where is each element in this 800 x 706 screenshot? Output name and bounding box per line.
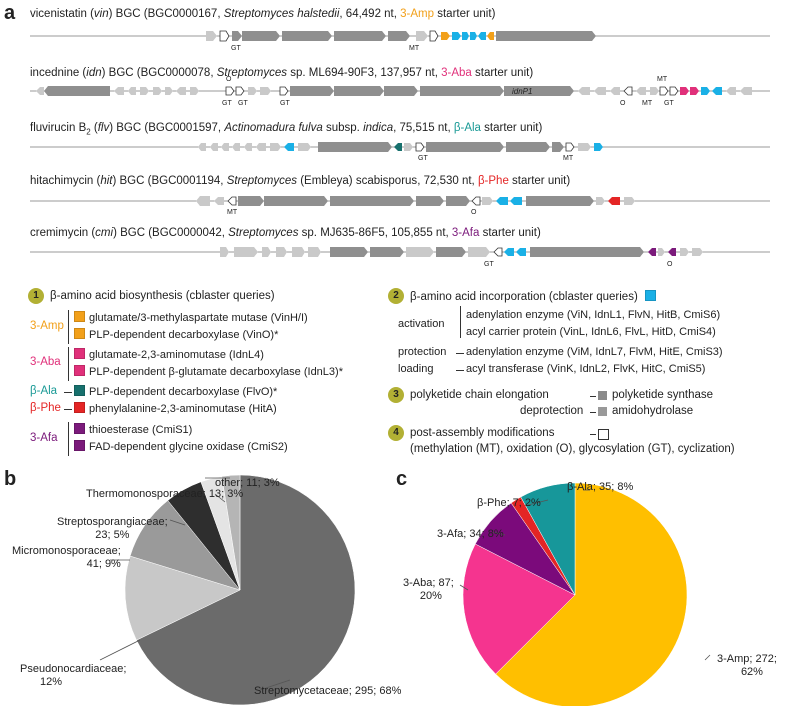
legend1-starter-bala: β-Ala bbox=[30, 385, 58, 397]
pie-c-label-3afa: 3-Afa; 34; 8% bbox=[437, 528, 504, 540]
track-vin: GT MT bbox=[30, 30, 770, 52]
legend1-item-vino: PLP-dependent decarboxylase (VinO)* bbox=[74, 328, 278, 342]
legend2-row-protection: adenylation enzyme (ViM, IdnL7, FlvM, Hi… bbox=[466, 346, 723, 358]
legend2-dash-protection bbox=[456, 353, 464, 354]
legend1-dash-bala bbox=[64, 392, 72, 393]
legend3-row2-left: deprotection bbox=[520, 405, 584, 417]
pie-leader-line bbox=[99, 639, 141, 661]
legend3-row1-right: polyketide synthase bbox=[612, 389, 714, 401]
pie-c-label-bphe: β-Phe; 7; 2% bbox=[477, 497, 541, 509]
svg-text:MT: MT bbox=[227, 209, 238, 216]
legend3-row2-right: amidohydrolase bbox=[612, 405, 694, 417]
svg-text:MT: MT bbox=[409, 45, 420, 52]
pie-leader-line bbox=[169, 519, 186, 526]
svg-text:MT: MT bbox=[563, 155, 574, 162]
pie-b-label-pseudo: Pseudonocardiaceae; 12% bbox=[20, 663, 127, 688]
cluster-title-hit: hitachimycin (hit) BGC (BGC0001194, Stre… bbox=[30, 175, 571, 187]
legend4-subtitle: (methylation (MT), oxidation (O), glycos… bbox=[410, 443, 735, 455]
svg-text:GT: GT bbox=[238, 100, 248, 107]
track-flv: GT MT bbox=[30, 142, 770, 162]
pie-b-label-strepto: Streptomycetaceae; 295; 68% bbox=[254, 685, 402, 697]
svg-text:GT: GT bbox=[418, 155, 428, 162]
pie-c-label-3amp: 3-Amp; 272; 62% bbox=[717, 653, 777, 678]
legend1-item-idnl4: glutamate-2,3-aminomutase (IdnL4) bbox=[74, 348, 264, 362]
legend3-number: 3 bbox=[388, 387, 404, 403]
legend2-stage-loading: loading bbox=[398, 363, 434, 375]
legend3-row1-left: polyketide chain elongation bbox=[410, 389, 549, 401]
legend2-stage-activation: activation bbox=[398, 318, 445, 330]
pie-slice-streptomycetaceae bbox=[136, 474, 356, 706]
legend2-row-loading: acyl transferase (VinK, IdnL2, FlvK, Hit… bbox=[466, 363, 706, 375]
legend2-dash-loading bbox=[456, 370, 464, 371]
pie-b-label-streptospor: Streptosporangiaceae; 23; 5% bbox=[57, 516, 168, 541]
cluster-title-flv: fluvirucin B2 (flv) BGC (BGC0001597, Act… bbox=[30, 122, 543, 137]
legend1-item-vinhi: glutamate/3-methylaspartate mutase (VinH… bbox=[74, 311, 308, 325]
legend1-item-idnl3: PLP-dependent β-glutamate decarboxylase … bbox=[74, 365, 343, 379]
legend2-title: β-amino acid incorporation (cblaster que… bbox=[410, 290, 660, 304]
legend2-number: 2 bbox=[388, 288, 404, 304]
legend3-dash1 bbox=[590, 396, 596, 397]
pie-c-label-3aba: 3-Aba; 87; 20% bbox=[403, 577, 454, 602]
svg-text:MT: MT bbox=[642, 100, 653, 107]
svg-text:GT: GT bbox=[222, 100, 232, 107]
legend2-stage-protection: protection bbox=[398, 346, 447, 358]
svg-text:GT: GT bbox=[280, 100, 290, 107]
pie-leader-line bbox=[704, 654, 711, 661]
legend1-item-cmis1: thioesterase (CmiS1) bbox=[74, 423, 192, 437]
pie-b-label-micromono: Micromonosporaceae; 41; 9% bbox=[12, 545, 121, 570]
svg-text:GT: GT bbox=[484, 261, 494, 268]
pie-slice-3-aba bbox=[462, 543, 576, 675]
legend1-starter-3amp: 3-Amp bbox=[30, 320, 64, 332]
pie-b-label-thermo: Thermomonosporaceae; 13; 3% bbox=[86, 488, 244, 500]
legend1-dash-bphe bbox=[64, 409, 72, 410]
pie-slice-3-amp bbox=[495, 482, 688, 706]
svg-text:O: O bbox=[620, 100, 626, 107]
pie-c-label-bala: β-Ala; 35; 8% bbox=[567, 481, 634, 493]
legend1-starter-3aba: 3-Aba bbox=[30, 356, 61, 368]
svg-text:MT: MT bbox=[657, 76, 668, 83]
legend1-bracket-3afa bbox=[68, 422, 69, 456]
track-hit: MT O bbox=[30, 196, 770, 216]
cluster-title-vin: vicenistatin (vin) BGC (BGC0000167, Stre… bbox=[30, 8, 496, 20]
legend4-dash bbox=[590, 434, 596, 435]
track-idn: idnP1 O GT GT GT O MT MT GT bbox=[30, 76, 770, 107]
legend3-pks-swatch bbox=[598, 391, 607, 400]
legend1-title: β-amino acid biosynthesis (cblaster quer… bbox=[50, 290, 275, 302]
gene-cluster-tracks: .ln{stroke:#999;stroke-width:1} .g{fill:… bbox=[30, 30, 770, 268]
legend1-bracket-3amp bbox=[68, 310, 69, 344]
legend3-dash2 bbox=[590, 412, 596, 413]
legend2-bracket-activation bbox=[460, 306, 461, 338]
pie-b-label-other: other; 11; 3% bbox=[215, 477, 280, 489]
legend1-number: 1 bbox=[28, 288, 44, 304]
svg-text:O: O bbox=[226, 76, 232, 83]
legend1-item-hita: phenylalanine-2,3-aminomutase (HitA) bbox=[74, 402, 277, 416]
legend2-row-acp: acyl carrier protein (VinL, IdnL6, FlvL,… bbox=[466, 326, 716, 338]
svg-text:idnP1: idnP1 bbox=[512, 87, 532, 96]
legend4-number: 4 bbox=[388, 425, 404, 441]
svg-text:GT: GT bbox=[231, 45, 241, 52]
legend4-swatch bbox=[598, 429, 609, 440]
legend1-item-cmis2: FAD-dependent glycine oxidase (CmiS2) bbox=[74, 440, 288, 454]
track-cmi: GT O bbox=[30, 247, 770, 268]
legend1-item-flvo: PLP-dependent decarboxylase (FlvO)* bbox=[74, 385, 277, 399]
legend1-bracket-3aba bbox=[68, 347, 69, 381]
legend1-starter-3afa: 3-Afa bbox=[30, 432, 58, 444]
pie-leader-line bbox=[459, 584, 469, 591]
panel-label-a: a bbox=[4, 2, 16, 24]
panel-label-b: b bbox=[4, 468, 17, 490]
cluster-title-cmi: cremimycin (cmi) BGC (BGC0000042, Strept… bbox=[30, 227, 541, 239]
legend1-starter-bphe: β-Phe bbox=[30, 402, 61, 414]
pie-slice-3-afa bbox=[474, 502, 576, 596]
legend2-row-adenylation: adenylation enzyme (ViN, IdnL1, FlvN, Hi… bbox=[466, 309, 721, 321]
pie-slice-pseudonocardiaceae bbox=[124, 555, 241, 641]
svg-text:O: O bbox=[471, 209, 477, 216]
panel-label-c: c bbox=[396, 468, 408, 490]
pie-slice-micromonosporaceae bbox=[129, 500, 241, 591]
legend4-title: post-assembly modifications bbox=[410, 427, 555, 439]
legend3-amido-swatch bbox=[598, 407, 607, 416]
svg-text:GT: GT bbox=[664, 100, 674, 107]
svg-text:O: O bbox=[667, 261, 673, 268]
pie-slice--phe bbox=[510, 496, 576, 596]
cluster-title-idn: incednine (idn) BGC (BGC0000078, Strepto… bbox=[30, 67, 534, 79]
